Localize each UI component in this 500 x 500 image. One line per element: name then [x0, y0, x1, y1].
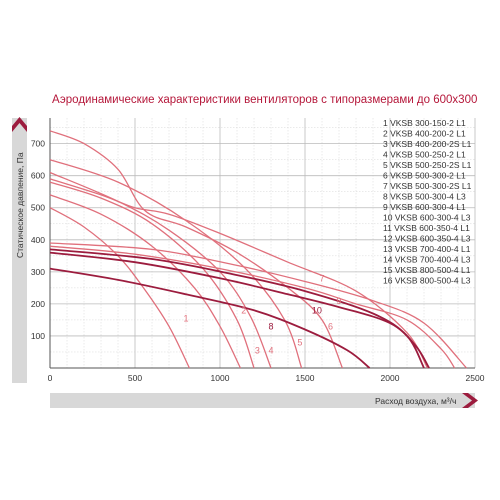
x-tick-label: 2000 — [381, 373, 400, 383]
series-line-8 — [49, 267, 371, 369]
x-tick-label: 1500 — [296, 373, 315, 383]
y-tick-label: 700 — [31, 139, 45, 149]
curve-labels: 1 2 3 4 5 6 7 8 9 10 — [183, 273, 341, 355]
legend-item: 11 VKSB 600-350-4 L1 — [383, 223, 470, 233]
series-line-2 — [49, 194, 241, 369]
y-tick-label: 100 — [31, 331, 45, 341]
legend-item: 13 VKSB 700-400-4 L1 — [383, 244, 471, 254]
y-ticks: 100 200 300 400 500 600 700 — [31, 139, 45, 341]
series-line-11 — [49, 242, 467, 369]
x-axis-bar — [50, 393, 475, 408]
legend-item: 10 VKSB 600-300-4 L3 — [383, 213, 471, 223]
series-line-7 — [49, 178, 428, 369]
y-axis-arrow-icon — [12, 117, 27, 132]
x-tick-label: 0 — [48, 373, 53, 383]
legend-item: 4 VKSB 500-250-2 L1 — [383, 150, 466, 160]
series-line-10 — [49, 251, 430, 369]
legend-item: 3 VKSB 400-200-2S L1 — [383, 139, 472, 149]
series-label-1: 1 — [183, 314, 188, 324]
x-tick-label: 2500 — [466, 373, 485, 383]
series-line-12 — [49, 248, 425, 369]
x-ticks: 0 500 1000 1500 2000 2500 — [48, 373, 485, 383]
x-tick-label: 500 — [128, 373, 142, 383]
y-tick-label: 600 — [31, 171, 45, 181]
chart-title: Аэродинамические характеристики вентилят… — [52, 94, 477, 106]
y-tick-label: 500 — [31, 203, 45, 213]
y-tick-label: 400 — [31, 235, 45, 245]
series-line-5 — [49, 159, 303, 369]
legend-item: 6 VKSB 500-300-2 L1 — [383, 171, 466, 181]
x-axis-arrow-icon — [462, 393, 478, 408]
series-label-9: 9 — [336, 296, 341, 306]
series-line-6 — [49, 130, 343, 369]
series-line-9 — [49, 245, 456, 369]
series-group — [49, 130, 467, 369]
series-label-7: 7 — [319, 273, 324, 283]
x-tick-label: 1000 — [211, 373, 230, 383]
series-label-8: 8 — [268, 322, 273, 332]
series-label-4: 4 — [268, 346, 273, 356]
legend-item: 16 VKSB 800-500-4 L3 — [383, 276, 471, 286]
series-label-10: 10 — [312, 306, 322, 316]
x-axis-label: Расход воздуха, м³/ч — [375, 396, 456, 406]
legend-item: 8 VKSB 500-300-4 L3 — [383, 192, 466, 202]
legend-item: 12 VKSB 600-350-4 L3 — [383, 234, 471, 244]
legend-item: 15 VKSB 800-500-4 L1 — [383, 265, 471, 275]
series-label-5: 5 — [297, 338, 302, 348]
legend-item: 1 VKSB 300-150-2 L1 — [383, 118, 466, 128]
y-axis-bar — [12, 118, 27, 383]
grid — [49, 118, 476, 369]
series-label-3: 3 — [255, 346, 260, 356]
legend-item: 7 VKSB 500-300-2S L1 — [383, 181, 472, 191]
legend-item: 14 VKSB 700-400-4 L3 — [383, 255, 471, 265]
series-label-6: 6 — [328, 322, 333, 332]
y-tick-label: 200 — [31, 299, 45, 309]
y-tick-label: 300 — [31, 267, 45, 277]
y-axis-label: Статическое давление, Па — [15, 152, 25, 258]
series-line-3 — [49, 181, 255, 369]
series-label-2: 2 — [241, 306, 246, 316]
series-line-1 — [49, 207, 190, 369]
legend: 1 VKSB 300-150-2 L12 VKSB 400-200-2 L13 … — [383, 118, 472, 286]
legend-item: 5 VKSB 500-250-2S L1 — [383, 160, 472, 170]
series-line-4 — [49, 171, 272, 369]
legend-item: 9 VKSB 600-300-4 L1 — [383, 202, 466, 212]
legend-item: 2 VKSB 400-200-2 L1 — [383, 129, 466, 139]
